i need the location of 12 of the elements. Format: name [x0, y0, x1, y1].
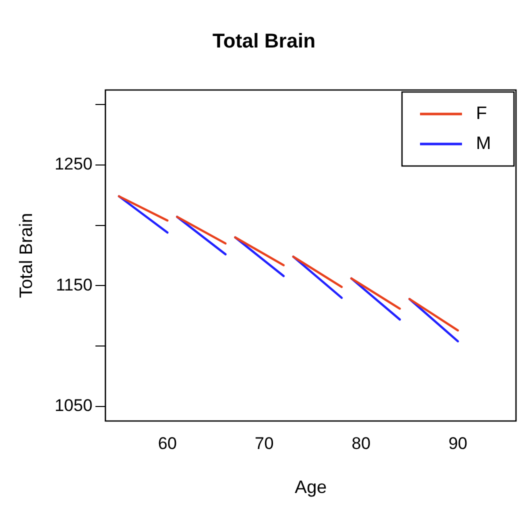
- y-tick-label: 1250: [54, 154, 92, 174]
- legend-label: F: [476, 102, 487, 123]
- chart-title: Total Brain: [212, 30, 316, 53]
- y-tick-label: 1050: [54, 396, 92, 416]
- y-tick-label: 1150: [56, 275, 92, 294]
- x-tick-label: 90: [448, 434, 468, 453]
- x-axis-title: Age: [294, 477, 327, 498]
- y-axis-title: Total Brain: [16, 212, 36, 298]
- x-tick-label: 80: [352, 434, 371, 453]
- x-tick-label: 60: [158, 434, 177, 453]
- legend-label: M: [476, 132, 491, 153]
- x-tick-label: 70: [254, 434, 274, 453]
